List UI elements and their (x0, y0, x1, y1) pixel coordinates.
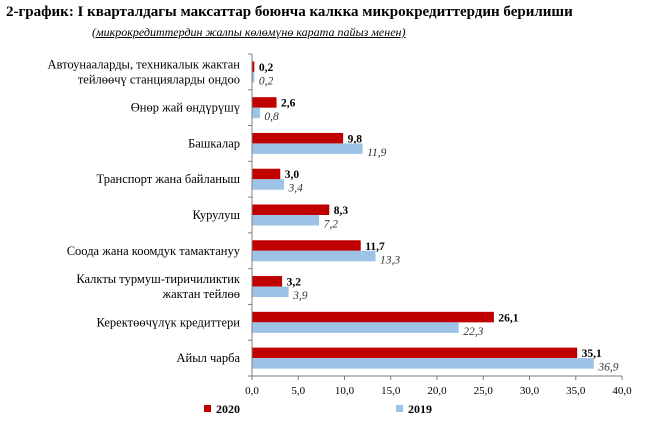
bar-2020 (252, 204, 330, 215)
legend-label-2020: 2020 (216, 402, 240, 416)
bar-2020 (252, 347, 578, 359)
category-label: Керектөөчүлүк кредиттери (97, 315, 241, 329)
data-label-2019: 36,9 (597, 362, 618, 374)
x-tick-label: 40,0 (612, 385, 632, 397)
bar-2019 (252, 358, 594, 369)
data-label-2019: 11,9 (367, 147, 387, 159)
x-tick-label: 15,0 (381, 385, 401, 397)
bar-2020 (252, 168, 281, 180)
bar-2020 (252, 240, 361, 251)
legend-label-2019: 2019 (408, 402, 432, 416)
data-label-2019: 0,8 (264, 111, 279, 123)
data-label-2019: 22,3 (463, 326, 483, 338)
bar-2020 (252, 311, 494, 323)
data-label-2019: 3,4 (287, 183, 303, 195)
bar-2019 (252, 107, 260, 119)
data-label-2020: 11,7 (365, 241, 385, 253)
bar-2020 (252, 132, 344, 144)
category-label: Калкты турмуш-тиричиликтик (76, 272, 241, 286)
legend-swatch-2020 (204, 405, 211, 412)
x-tick-label: 5,0 (291, 385, 305, 397)
category-label: тейлөөчү станцияларды ондоо (78, 72, 240, 86)
data-label-2020: 35,1 (582, 348, 602, 360)
bar-2019 (252, 71, 255, 83)
category-label: Айыл чарба (177, 351, 241, 365)
x-tick-label: 0,0 (245, 385, 259, 397)
legend-swatch-2019 (396, 405, 403, 412)
bar-2019 (252, 322, 459, 333)
bar-2020 (252, 61, 255, 72)
data-label-2020: 26,1 (498, 312, 518, 324)
bar-2019 (252, 143, 363, 154)
data-label-2019: 3,9 (292, 290, 308, 302)
x-tick-label: 20,0 (427, 385, 447, 397)
bar-2019 (252, 250, 376, 262)
category-label: Курулуш (192, 208, 240, 222)
data-label-2020: 0,2 (259, 62, 274, 74)
x-tick-label: 35,0 (566, 385, 586, 397)
data-label-2019: 0,2 (259, 75, 274, 87)
category-label: жактан тейлөө (161, 287, 240, 301)
category-label: Соода жана коомдук тамактануу (67, 244, 241, 258)
bar-2019 (252, 215, 320, 226)
chart-title: 2-график: I кварталдагы максаттар боюнча… (6, 4, 573, 20)
category-label: Автоунааларды, техникалык жактан (47, 57, 240, 71)
data-label-2020: 8,3 (334, 205, 349, 217)
x-tick-label: 10,0 (335, 385, 355, 397)
data-label-2020: 3,0 (285, 169, 300, 181)
data-label-2020: 2,6 (281, 98, 296, 110)
data-label-2020: 3,2 (287, 277, 302, 289)
bar-2020 (252, 97, 277, 108)
bar-2019 (252, 286, 289, 298)
data-label-2020: 9,8 (348, 133, 363, 145)
chart-subtitle: (микрокредиттердин жалпы көлөмүнө карата… (92, 25, 406, 39)
bar-2019 (252, 179, 284, 190)
x-tick-label: 25,0 (474, 385, 494, 397)
data-label-2019: 7,2 (324, 219, 339, 231)
category-label: Өнөр жай өндүрүшү (131, 101, 241, 115)
category-label: Башкалар (188, 136, 240, 150)
category-label: Транспорт жана байланыш (97, 172, 241, 186)
x-tick-label: 30,0 (520, 385, 540, 397)
bar-2020 (252, 276, 283, 287)
data-label-2019: 13,3 (380, 254, 400, 266)
